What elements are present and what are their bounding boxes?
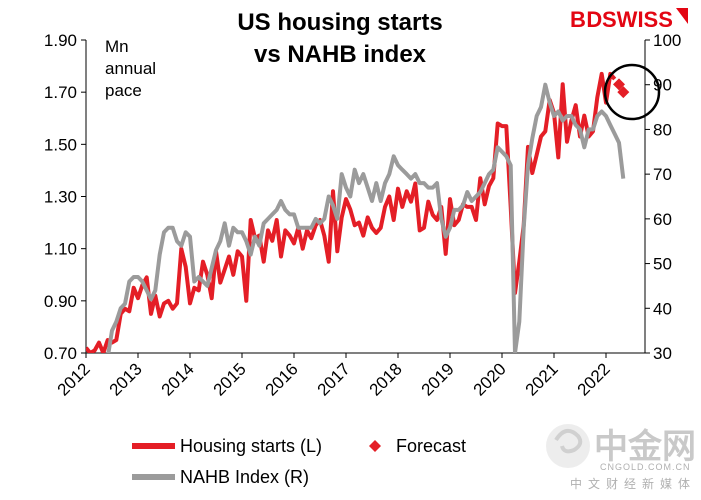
brand-swiss: SWISS (602, 7, 673, 32)
y-left-tick-label: 0.90 (44, 292, 77, 311)
y-right-tick-label: 80 (653, 120, 672, 139)
forecast-highlight-circle (603, 63, 661, 121)
x-tick-label: 2017 (314, 359, 354, 399)
watermark-tagline: 中文财经新媒体 (570, 476, 696, 491)
watermark: 中金网 CNGOLD.COM.CN 中文财经新媒体 (546, 424, 696, 491)
chart-title-line2: vs NAHB index (254, 41, 427, 68)
plot-area (86, 71, 630, 353)
chart-title-line1: US housing starts (237, 9, 442, 36)
forecast-point (617, 86, 630, 99)
legend-nahb-label: NAHB Index (R) (180, 467, 309, 487)
unit-label-line3: pace (105, 81, 142, 100)
x-tick-label: 2013 (106, 359, 146, 399)
y-left-tick-label: 1.30 (44, 188, 77, 207)
forecast-point (613, 78, 625, 91)
watermark-logo-swirl (554, 428, 583, 454)
legend-forecast-swatch (369, 440, 381, 452)
brand-bd: BD (570, 7, 603, 32)
x-tick-label: 2012 (54, 359, 94, 399)
series-nahb-index-line (106, 82, 626, 353)
y-right-tick-label: 60 (653, 210, 672, 229)
watermark-url: CNGOLD.COM.CN (600, 462, 691, 472)
y-right-tick-label: 30 (653, 344, 672, 363)
legend-forecast-label: Forecast (396, 436, 466, 456)
x-tick-label: 2018 (366, 359, 406, 399)
y-left-tick-label: 1.10 (44, 240, 77, 259)
x-tick-label: 2021 (522, 359, 562, 399)
legend-housing-label: Housing starts (L) (180, 436, 322, 456)
y-right-tick-label: 40 (653, 299, 672, 318)
y-left-tick-label: 1.70 (44, 83, 77, 102)
x-tick-label: 2015 (210, 359, 250, 399)
y-right-tick-label: 100 (653, 31, 681, 50)
legend: Housing starts (L) Forecast NAHB Index (… (132, 436, 466, 487)
unit-label-line1: Mn (105, 37, 129, 56)
brand-logo: BD SWISS (570, 7, 688, 32)
unit-label-line2: annual (105, 59, 156, 78)
brand-cross-icon (676, 8, 688, 24)
x-tick-label: 2020 (470, 359, 510, 399)
watermark-name: 中金网 (594, 427, 696, 466)
x-tick-label: 2019 (418, 359, 458, 399)
y-left-tick-label: 1.50 (44, 135, 77, 154)
y-left-tick-label: 0.70 (44, 344, 77, 363)
x-tick-label: 2014 (158, 359, 198, 399)
x-tick-label: 2022 (574, 359, 614, 399)
y-left-tick-label: 1.90 (44, 31, 77, 50)
x-tick-label: 2016 (262, 359, 302, 399)
y-right-tick-label: 50 (653, 255, 672, 274)
y-right-tick-label: 70 (653, 165, 672, 184)
